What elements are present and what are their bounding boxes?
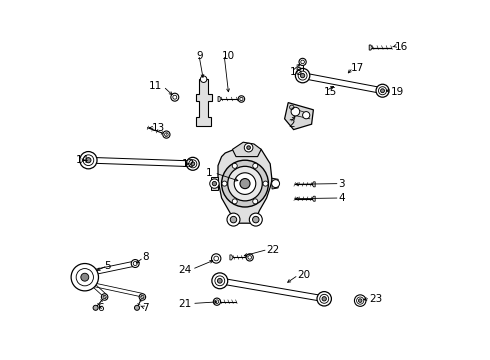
Text: 8: 8 xyxy=(143,252,149,262)
Circle shape xyxy=(191,162,195,166)
Circle shape xyxy=(171,93,179,101)
Text: 23: 23 xyxy=(369,294,383,304)
Circle shape xyxy=(376,84,389,97)
Circle shape xyxy=(200,76,207,82)
Text: 4: 4 xyxy=(339,193,345,203)
Circle shape xyxy=(71,264,98,291)
Circle shape xyxy=(228,166,262,201)
Text: 7: 7 xyxy=(143,303,149,313)
Text: 13: 13 xyxy=(151,123,165,133)
Circle shape xyxy=(271,180,280,188)
Circle shape xyxy=(291,107,300,116)
Text: 11: 11 xyxy=(149,81,162,91)
Text: 22: 22 xyxy=(267,245,280,255)
Polygon shape xyxy=(218,146,272,223)
Circle shape xyxy=(213,298,220,305)
Circle shape xyxy=(212,254,221,263)
Circle shape xyxy=(210,179,219,188)
Circle shape xyxy=(299,58,306,66)
Circle shape xyxy=(322,297,326,301)
Circle shape xyxy=(212,273,228,289)
Text: 12: 12 xyxy=(182,159,195,169)
Text: 21: 21 xyxy=(178,299,191,309)
Circle shape xyxy=(238,96,245,102)
Circle shape xyxy=(232,163,237,168)
Circle shape xyxy=(131,260,139,267)
Circle shape xyxy=(218,278,222,283)
Circle shape xyxy=(227,213,240,226)
Text: 19: 19 xyxy=(391,87,404,97)
Circle shape xyxy=(317,292,331,306)
Circle shape xyxy=(80,152,97,169)
Circle shape xyxy=(249,213,262,226)
Text: 16: 16 xyxy=(394,42,408,52)
Polygon shape xyxy=(272,178,278,189)
Text: 6: 6 xyxy=(98,303,104,313)
Text: 17: 17 xyxy=(351,63,365,73)
Circle shape xyxy=(212,181,217,186)
Polygon shape xyxy=(312,182,315,187)
Polygon shape xyxy=(230,255,233,260)
Circle shape xyxy=(232,199,237,204)
Polygon shape xyxy=(196,79,212,126)
Circle shape xyxy=(300,73,305,78)
Circle shape xyxy=(221,160,269,207)
Circle shape xyxy=(253,199,258,204)
Text: 24: 24 xyxy=(178,265,191,275)
Circle shape xyxy=(81,273,89,281)
Circle shape xyxy=(358,299,362,302)
Text: 20: 20 xyxy=(297,270,310,280)
Text: 9: 9 xyxy=(196,51,203,61)
Text: 14: 14 xyxy=(76,155,89,165)
Circle shape xyxy=(234,173,256,194)
Text: 3: 3 xyxy=(339,179,345,189)
Polygon shape xyxy=(285,103,314,130)
Circle shape xyxy=(263,181,268,186)
Circle shape xyxy=(381,89,385,93)
Circle shape xyxy=(252,216,259,223)
Polygon shape xyxy=(369,45,372,50)
Circle shape xyxy=(222,181,227,186)
Text: 18: 18 xyxy=(290,67,303,77)
Circle shape xyxy=(163,131,170,138)
Circle shape xyxy=(354,295,366,306)
Polygon shape xyxy=(211,177,218,190)
Polygon shape xyxy=(232,142,261,157)
Text: 2: 2 xyxy=(288,119,295,129)
Circle shape xyxy=(93,305,98,310)
Text: 15: 15 xyxy=(324,87,338,97)
Circle shape xyxy=(246,254,253,261)
Circle shape xyxy=(247,146,250,149)
Circle shape xyxy=(295,68,310,83)
Text: 10: 10 xyxy=(221,51,235,61)
Circle shape xyxy=(134,305,140,310)
Text: 1: 1 xyxy=(206,168,213,178)
Circle shape xyxy=(101,294,108,300)
Circle shape xyxy=(139,294,146,300)
Polygon shape xyxy=(217,299,220,304)
Circle shape xyxy=(253,163,258,168)
Circle shape xyxy=(230,216,237,223)
Circle shape xyxy=(186,157,199,170)
Polygon shape xyxy=(312,196,315,201)
Circle shape xyxy=(245,143,253,152)
Circle shape xyxy=(303,112,310,119)
Circle shape xyxy=(240,179,250,189)
Circle shape xyxy=(86,158,91,163)
Text: 5: 5 xyxy=(104,261,111,271)
Polygon shape xyxy=(218,96,221,102)
